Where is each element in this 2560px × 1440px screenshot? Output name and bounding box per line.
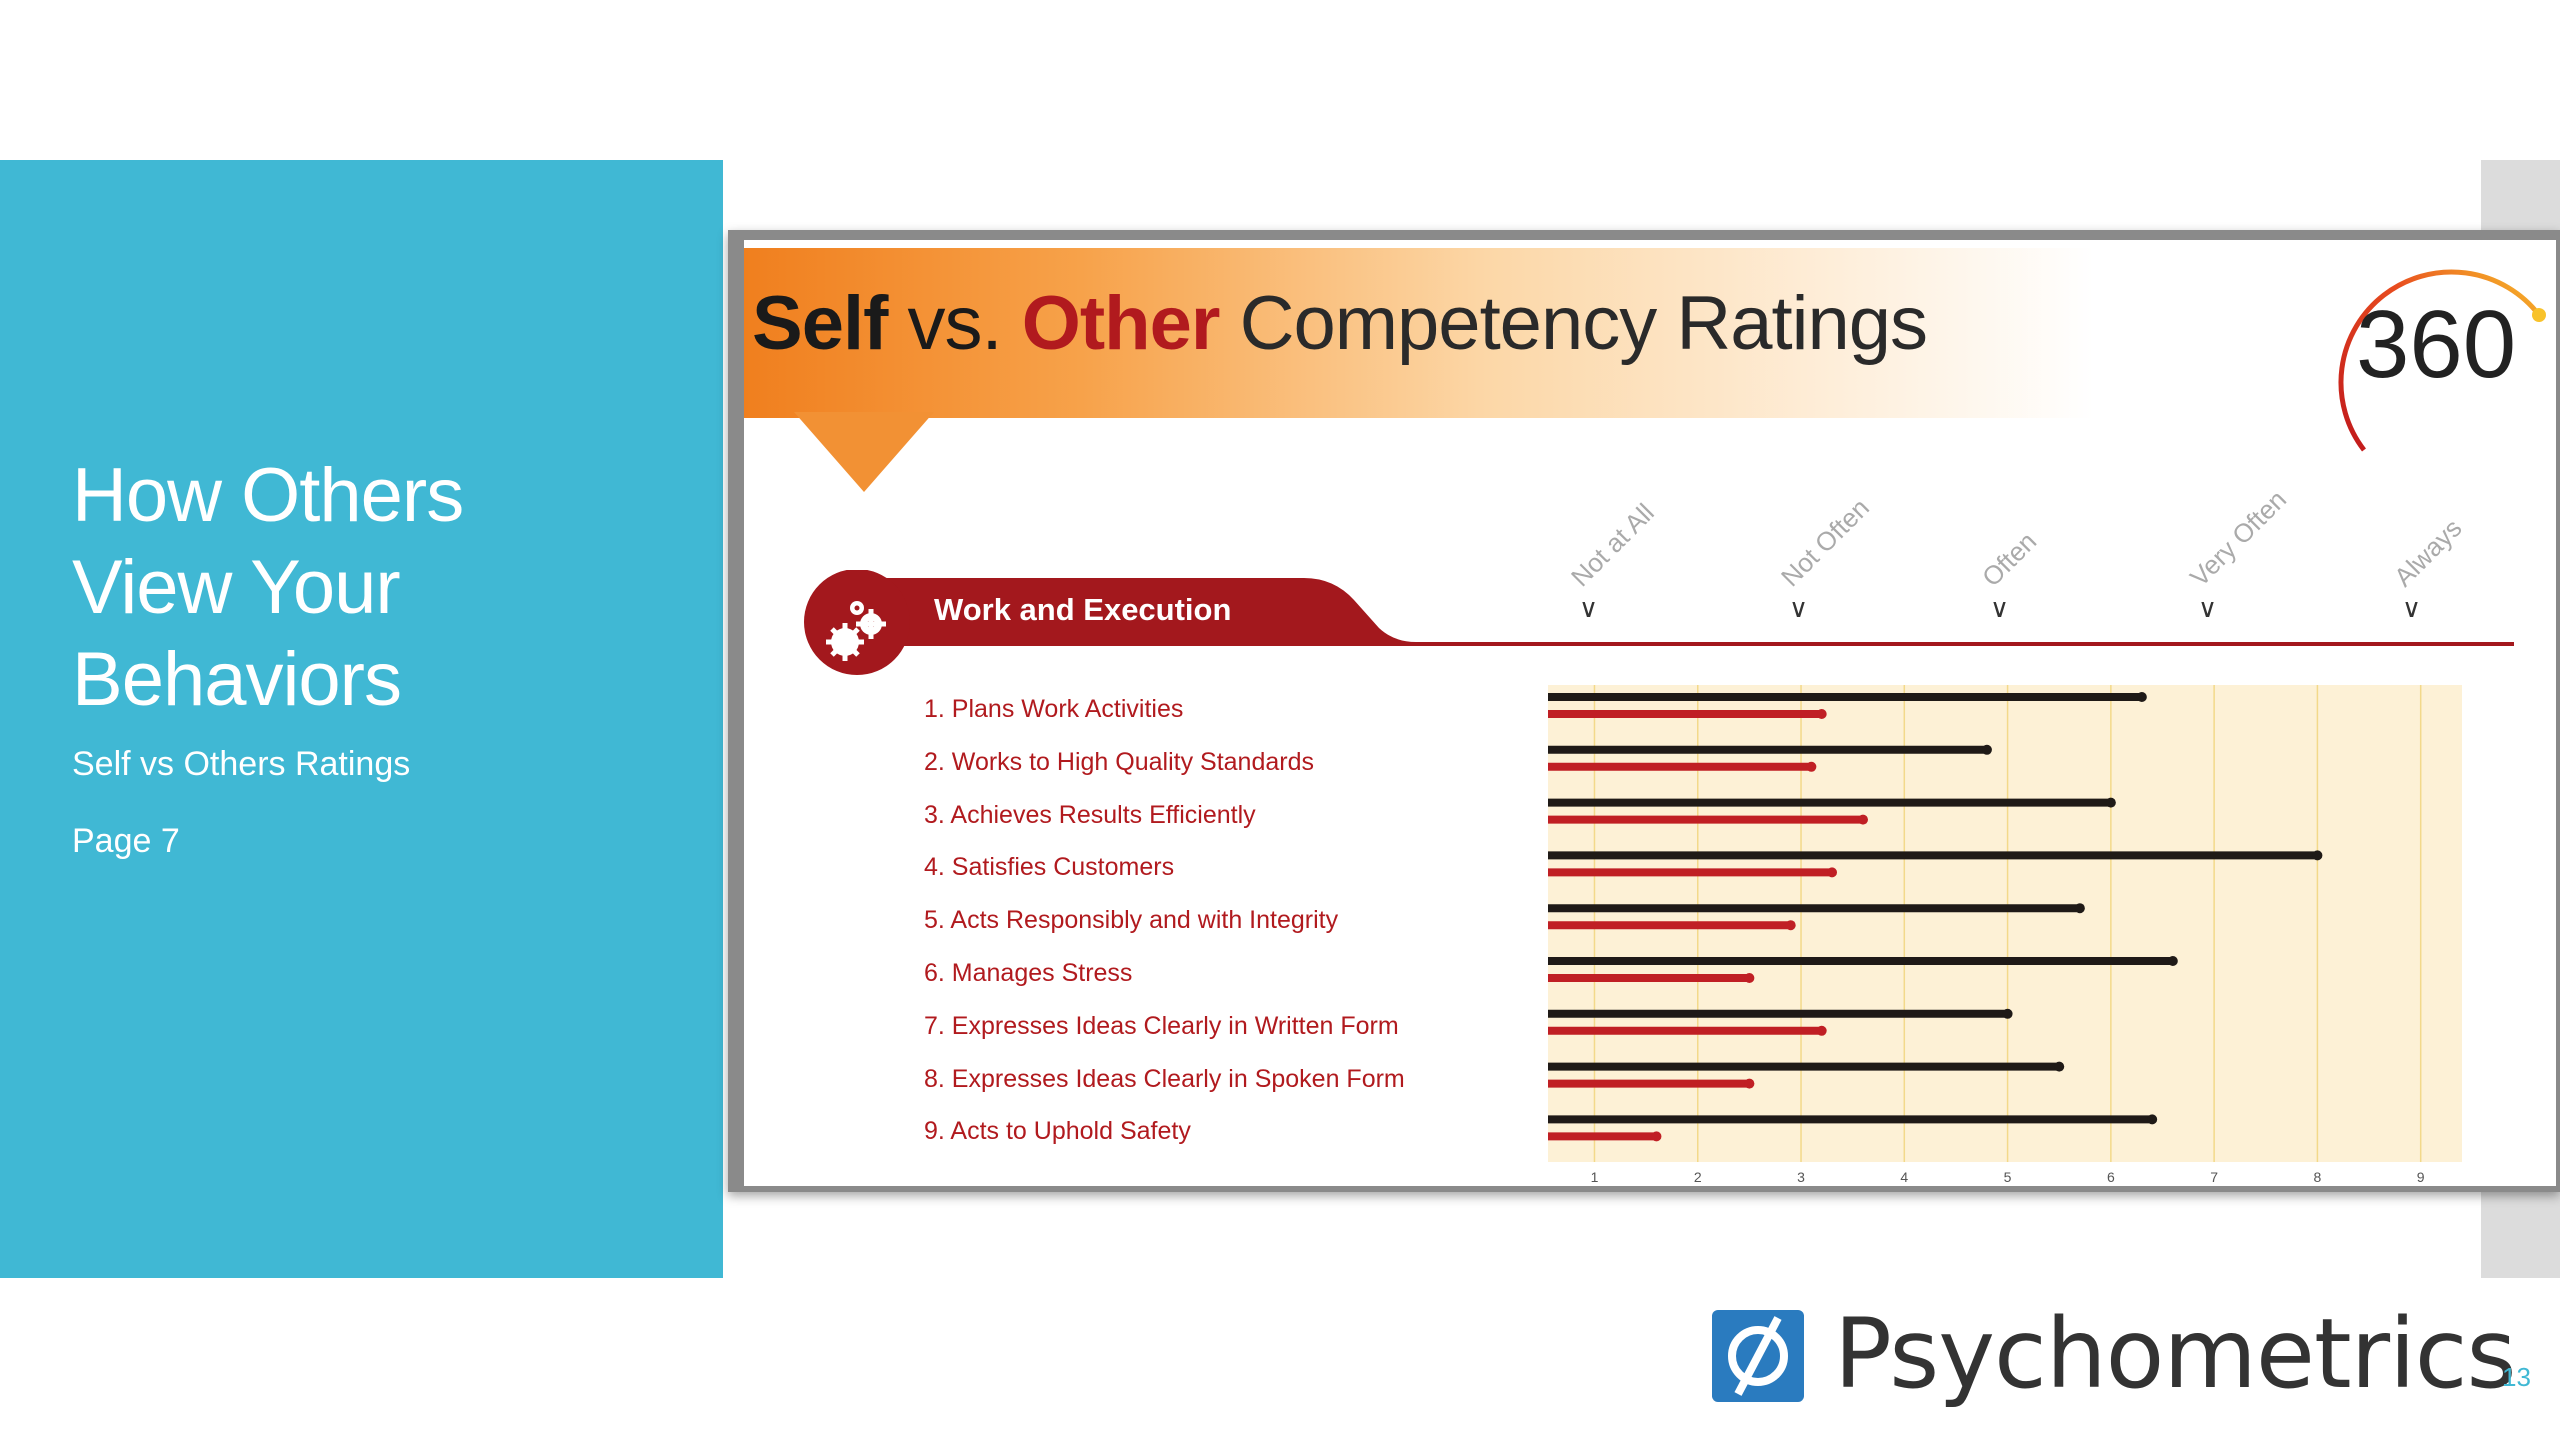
bar-others-endpoint-8 — [2054, 1061, 2065, 1072]
x-tick-label-7: 7 — [2210, 1169, 2218, 1185]
bar-others-endpoint-3 — [2105, 797, 2116, 808]
x-tick-label-1: 1 — [1591, 1169, 1599, 1185]
item-label-3: 3. Achieves Results Efficiently — [924, 800, 1256, 829]
section-label: Work and Execution — [934, 592, 1232, 627]
chevron-down-icon: ∨ — [1579, 594, 1599, 624]
bar-self-endpoint-1 — [1816, 709, 1827, 719]
bar-others-endpoint-6 — [2167, 956, 2178, 966]
item-label-8: 8. Expresses Ideas Clearly in Spoken For… — [924, 1064, 1405, 1093]
left-panel — [0, 160, 723, 1278]
psychometrics-phi-icon — [1712, 1310, 1804, 1402]
bar-self-endpoint-4 — [1827, 867, 1838, 878]
bar-others-endpoint-9 — [2147, 1114, 2158, 1125]
slide-page-reference: Page 7 — [72, 822, 180, 860]
x-tick-label-2: 2 — [1694, 1169, 1702, 1185]
slide-title-line-1: How Others — [72, 453, 464, 538]
item-label-9: 9. Acts to Uphold Safety — [924, 1117, 1191, 1146]
bar-self-endpoint-2 — [1806, 761, 1817, 772]
logo-360-text: 360 — [2356, 291, 2517, 398]
chevron-down-icon: ∨ — [1789, 594, 1809, 624]
logo-360-arc-icon — [2338, 269, 2546, 452]
item-label-2: 2. Works to High Quality Standards — [924, 747, 1314, 776]
slide-title-line-2: View Your — [72, 545, 401, 630]
bar-others-endpoint-1 — [2136, 692, 2147, 702]
slide-title: How Others View Your Behaviors — [72, 450, 672, 726]
title-vs: vs. — [887, 281, 1022, 366]
item-label-1: 1. Plans Work Activities — [924, 695, 1184, 723]
report-image: Self vs. Other Competency Ratings 360 — [744, 240, 2556, 1186]
report-title: Self vs. Other Competency Ratings — [752, 280, 1928, 367]
title-rest: Competency Ratings — [1219, 281, 1928, 366]
bar-self-endpoint-9 — [1651, 1131, 1662, 1142]
x-tick-label-6: 6 — [2107, 1169, 2115, 1185]
x-tick-label-5: 5 — [2004, 1169, 2012, 1185]
chevron-down-icon: ∨ — [2198, 594, 2218, 624]
slide-number: 13 — [2502, 1362, 2531, 1392]
bar-self-endpoint-6 — [1744, 973, 1755, 983]
chevron-down-icon: ∨ — [1990, 594, 2010, 624]
title-other: Other — [1021, 281, 1221, 366]
rating-bar-chart: 1 2 3 4 5 6 7 8 9 — [1548, 685, 2462, 1185]
x-tick-label-8: 8 — [2314, 1169, 2322, 1185]
x-tick-label-3: 3 — [1797, 1169, 1805, 1185]
bar-self-endpoint-7 — [1816, 1025, 1827, 1036]
title-banner — [744, 248, 2094, 418]
chevron-down-icon: ∨ — [2402, 594, 2422, 624]
bar-others-endpoint-2 — [1981, 744, 1992, 755]
gray-strip-bottom — [2481, 1188, 2560, 1278]
item-label-4: 4. Satisfies Customers — [924, 853, 1175, 882]
bar-others-endpoint-7 — [2002, 1008, 2013, 1019]
x-tick-label-4: 4 — [1900, 1169, 1908, 1185]
gears-icon — [826, 601, 886, 661]
bar-self-endpoint-8 — [1744, 1078, 1755, 1089]
banner-tail — [794, 412, 934, 492]
slide-subtitle: Self vs Others Ratings — [72, 745, 411, 783]
gray-strip-top — [2481, 160, 2560, 230]
bar-others-endpoint-5 — [2074, 903, 2085, 914]
bar-self-endpoint-5 — [1785, 920, 1796, 931]
slide-title-line-3: Behaviors — [72, 637, 402, 722]
item-label-7: 7. Expresses Ideas Clearly in Written Fo… — [924, 1011, 1399, 1040]
bar-others-endpoint-4 — [2312, 850, 2323, 861]
x-tick-label-9: 9 — [2417, 1169, 2425, 1185]
title-self: Self — [752, 281, 888, 366]
item-label-6: 6. Manages Stress — [924, 959, 1133, 987]
item-label-5: 5. Acts Responsibly and with Integrity — [924, 906, 1339, 935]
bar-self-endpoint-3 — [1857, 814, 1868, 825]
brand-name: Psychometrics — [1834, 1298, 2517, 1410]
